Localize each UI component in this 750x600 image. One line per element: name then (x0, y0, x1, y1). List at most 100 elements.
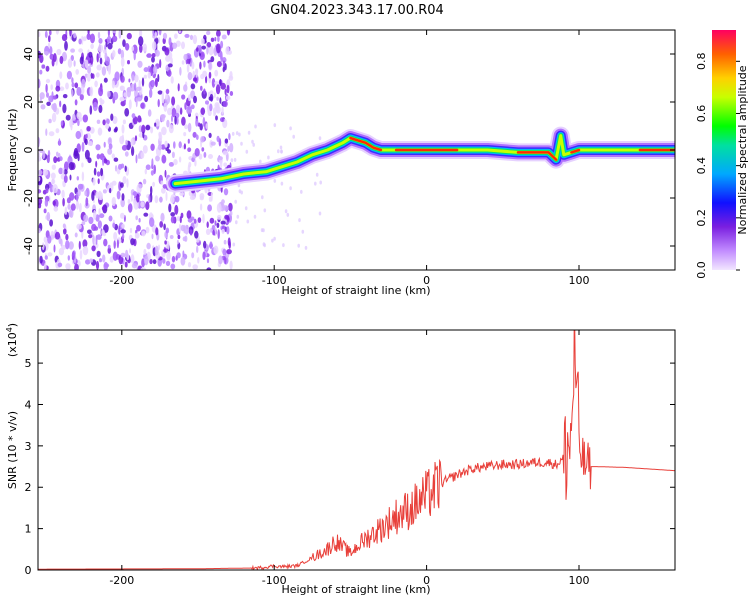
noise-blob (150, 170, 154, 176)
noise-blob (214, 220, 217, 226)
noise-blob (298, 218, 301, 223)
noise-blob (227, 145, 230, 152)
noise-blob (315, 172, 319, 177)
noise-blob (165, 227, 170, 234)
noise-blob (142, 178, 147, 185)
noise-blob (226, 84, 230, 94)
noise-blob (229, 142, 234, 153)
colorbar-tick-label: 0.2 (695, 209, 708, 227)
colorbar-tick-label: 0.0 (695, 261, 708, 279)
noise-blob (62, 103, 67, 114)
noise-blob (48, 118, 52, 124)
noise-blob (97, 178, 100, 185)
noise-blob (50, 230, 55, 241)
noise-blob (199, 203, 203, 211)
noise-blob (192, 131, 197, 138)
noise-blob (47, 235, 52, 244)
noise-blob (304, 245, 308, 250)
noise-blob (318, 211, 322, 216)
noise-blob (141, 77, 145, 87)
noise-blob (221, 199, 225, 205)
noise-blob (205, 75, 208, 84)
noise-blob (210, 37, 215, 42)
noise-blob (97, 220, 102, 229)
noise-blob (222, 150, 228, 156)
noise-blob (48, 95, 54, 103)
noise-blob (142, 43, 147, 52)
noise-blob (159, 221, 164, 228)
noise-blob (53, 244, 56, 253)
noise-blob (202, 251, 206, 260)
noise-blob (120, 212, 125, 219)
noise-blob (192, 264, 198, 270)
noise-blob (199, 193, 205, 199)
x-tick-label: 100 (568, 274, 589, 287)
noise-blob (203, 88, 206, 95)
noise-blob (70, 122, 73, 131)
noise-blob (131, 74, 135, 82)
noise-blob (174, 195, 180, 203)
noise-blob (154, 122, 157, 127)
noise-blob (194, 112, 199, 119)
noise-blob (168, 124, 174, 134)
noise-blob (38, 227, 41, 234)
noise-blob (88, 216, 94, 225)
noise-blob (195, 118, 199, 127)
noise-blob (45, 65, 50, 72)
noise-blob (301, 229, 305, 234)
noise-blob (231, 131, 235, 136)
noise-blob (189, 34, 194, 41)
noise-blob (152, 65, 158, 75)
noise-blob (157, 143, 162, 151)
noise-blob (229, 210, 233, 216)
noise-blob (189, 195, 196, 200)
noise-blob (197, 217, 202, 224)
noise-blob (145, 201, 150, 211)
colorbar-tick-label: 0.6 (695, 105, 708, 123)
noise-blob (103, 141, 106, 148)
noise-blob (121, 124, 125, 134)
noise-blob (129, 248, 131, 254)
noise-blob (51, 178, 56, 185)
noise-blob (96, 171, 101, 177)
noise-blob (220, 160, 223, 169)
noise-blob (63, 175, 68, 183)
noise-blob (216, 135, 220, 142)
noise-blob (48, 35, 51, 43)
noise-blob (64, 161, 69, 171)
noise-blob (112, 251, 118, 261)
noise-blob (68, 210, 73, 218)
noise-blob (165, 191, 168, 201)
noise-blob (151, 56, 155, 63)
noise-blob (68, 162, 75, 171)
noise-blob (65, 263, 71, 270)
colorbar-label: Normalized spectral amplitude (736, 65, 749, 234)
noise-blob (157, 36, 161, 44)
noise-blob (178, 141, 182, 149)
noise-blob (163, 248, 169, 253)
noise-blob (74, 232, 78, 238)
noise-blob (87, 30, 90, 34)
snr-frame (37, 329, 676, 571)
noise-blob (149, 88, 153, 99)
noise-blob (49, 53, 55, 60)
noise-blob (178, 223, 182, 233)
noise-blob (165, 94, 168, 100)
noise-blob (187, 138, 190, 144)
noise-blob (178, 30, 181, 34)
y-tick-label: 5 (25, 357, 32, 370)
noise-blob (96, 53, 99, 63)
noise-blob (87, 157, 92, 164)
noise-blob (46, 211, 51, 222)
noise-blob (151, 41, 157, 51)
noise-blob (102, 189, 107, 194)
noise-blob (71, 77, 74, 84)
noise-blob (82, 114, 89, 123)
x-tick-label: 100 (568, 574, 589, 587)
noise-blob (66, 70, 72, 80)
noise-blob (223, 188, 229, 196)
noise-blob (217, 35, 220, 43)
noise-blob (111, 35, 118, 43)
